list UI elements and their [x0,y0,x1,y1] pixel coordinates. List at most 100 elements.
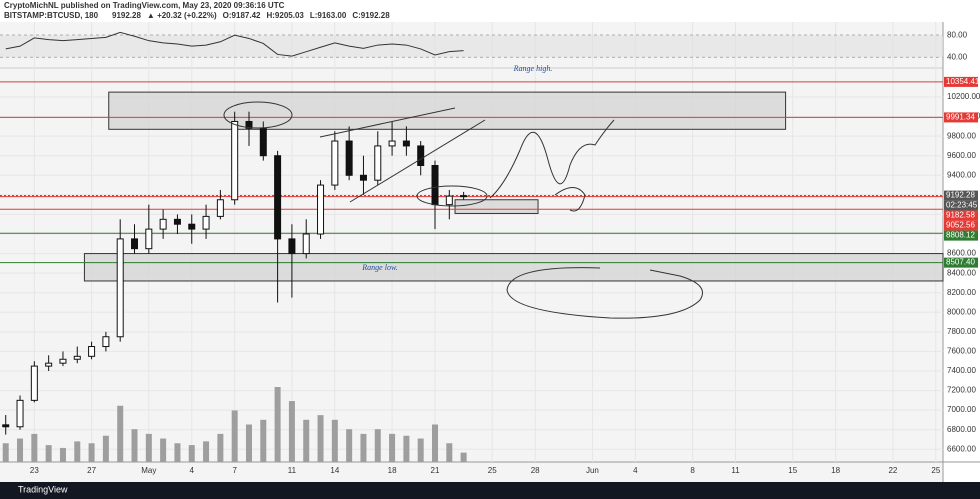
candle-body [288,238,296,255]
level-label: 9192.28 [946,191,975,200]
volume-bar [374,429,381,462]
level-label-bg [944,112,978,123]
y-tick-label: 8400.00 [947,268,976,277]
x-tick-label: 4 [633,466,638,475]
x-tick-label: 18 [831,466,840,475]
volume-bar [188,445,195,462]
candle-body [16,399,24,428]
x-tick-label: 18 [388,466,397,475]
rsi-tick-label: 80.00 [947,30,968,39]
candle-body [59,358,67,364]
y-tick-label: 6600.00 [947,444,976,453]
rsi-tick-label: 40.00 [947,52,968,61]
volume-bar [231,410,238,462]
circle-doodle [506,267,703,319]
footer-brand: TradingView [18,484,68,494]
volume-bar [59,447,66,462]
level-label: 8507.40 [946,258,975,267]
x-tick-label: 8 [690,466,695,475]
y-tick-label: 7400.00 [947,366,976,375]
zone-label: Range low. [361,263,397,272]
volume-bar [245,424,252,462]
candle-body [173,218,181,225]
y-tick-label: 9600.00 [947,151,976,160]
range-zone [83,253,944,282]
candle-body [231,120,239,201]
x-tick-label: 11 [288,466,297,475]
candle-body [274,155,282,240]
candle-body [259,127,267,157]
countdown: 02:23:45 [946,201,978,210]
quote-value: H:9205.03 [266,11,304,20]
candle-body [245,120,253,129]
level-label: 9182.58 [946,211,975,220]
candle-body [388,140,396,147]
candle-body [374,145,382,181]
countdown-bg [944,200,978,211]
candle-body [359,174,367,181]
x-tick-label: 23 [30,466,39,475]
volume-bar [432,424,439,462]
y-tick-label: 8200.00 [947,288,976,297]
x-tick-label: 14 [330,466,339,475]
quote-value: C:9192.28 [352,11,390,20]
volume-bar [360,433,367,462]
volume-bar [102,435,109,462]
x-tick-label: 25 [931,466,940,475]
candle-body [102,336,110,348]
candle-body [317,184,325,235]
candle-body [73,355,81,360]
volume-bar [217,433,224,462]
candle-body [145,228,153,250]
volume-bar [17,438,24,462]
y-tick-label: 7600.00 [947,347,976,356]
candle-body [202,215,210,230]
zone-label: Range high. [513,64,553,73]
x-tick-label: 28 [531,466,540,475]
volume-bar [117,405,124,462]
x-tick-label: 21 [431,466,440,475]
candle-body [159,218,167,230]
volume-bar [303,419,310,462]
candle-body [88,346,96,357]
quote-value: O:9187.42 [223,11,261,20]
level-label-bg [944,220,978,231]
volume-bar [145,433,152,462]
level-label-bg [944,230,978,241]
candle-body [345,140,353,176]
volume-bar [45,445,52,462]
candle-body [2,424,10,428]
rsi-band [0,35,943,58]
quote-value: L:9163.00 [310,11,347,20]
volume-bar [260,419,267,462]
x-tick-label: 4 [190,466,195,475]
y-tick-label: 10200.00 [947,92,980,101]
footer-bar [0,482,980,499]
volume-bar [31,433,38,462]
range-zone [108,91,787,130]
x-tick-label: Jun [586,466,599,475]
volume-bar [74,441,81,462]
volume-bar [174,443,181,462]
circle-doodle [223,101,293,129]
candle-body [417,145,425,167]
level-label: 8808.12 [946,231,975,240]
volume-bar [203,441,210,462]
x-tick-label: May [141,466,156,475]
y-tick-label: 9400.00 [947,170,976,179]
volume-bar [317,415,324,462]
circle-doodle [416,185,488,207]
volume-bar [131,429,138,462]
volume-bar [389,433,396,462]
y-tick-label: 7000.00 [947,405,976,414]
candle-body [188,223,196,230]
volume-bar [403,435,410,462]
level-label-bg [944,257,978,268]
x-tick-label: 15 [788,466,797,475]
candle-body [131,238,139,250]
x-tick-label: 25 [488,466,497,475]
volume-bar [288,401,295,462]
range-zone [454,199,539,214]
y-tick-label: 7800.00 [947,327,976,336]
